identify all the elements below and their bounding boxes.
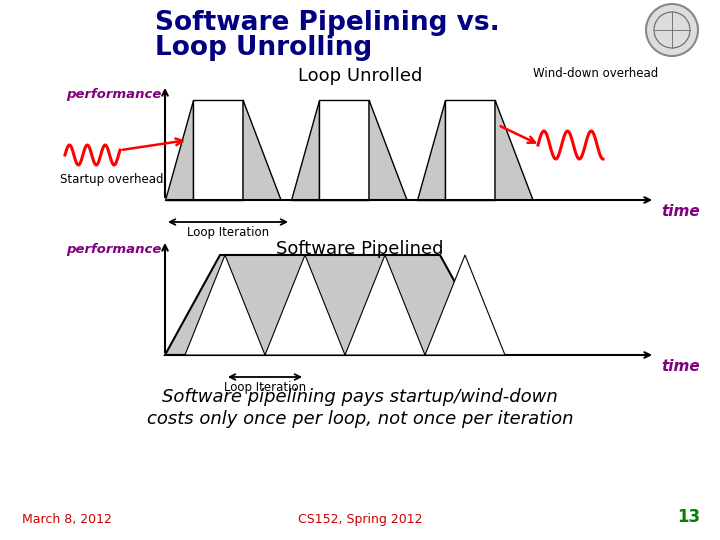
Text: March 8, 2012: March 8, 2012 <box>22 513 112 526</box>
Text: CS152, Spring 2012: CS152, Spring 2012 <box>298 513 422 526</box>
Text: Loop Iteration: Loop Iteration <box>224 381 306 394</box>
Polygon shape <box>243 100 281 200</box>
Text: Loop Iteration: Loop Iteration <box>187 226 269 239</box>
Polygon shape <box>417 100 445 200</box>
Circle shape <box>646 4 698 56</box>
Polygon shape <box>345 255 425 355</box>
Text: Loop Unrolled: Loop Unrolled <box>298 67 422 85</box>
Polygon shape <box>445 100 495 200</box>
Text: performance: performance <box>67 88 162 101</box>
Text: Startup overhead: Startup overhead <box>60 173 163 186</box>
Text: time: time <box>661 359 700 374</box>
Polygon shape <box>165 255 495 355</box>
Text: Software Pipelining vs.: Software Pipelining vs. <box>155 10 500 36</box>
Text: costs only once per loop, not once per iteration: costs only once per loop, not once per i… <box>147 410 573 428</box>
Polygon shape <box>425 255 505 355</box>
Polygon shape <box>193 100 243 200</box>
Text: Wind-down overhead: Wind-down overhead <box>533 67 658 80</box>
Text: Software Pipelined: Software Pipelined <box>276 240 444 258</box>
Text: Loop Unrolling: Loop Unrolling <box>155 35 372 61</box>
Polygon shape <box>495 100 533 200</box>
Polygon shape <box>165 100 193 200</box>
Polygon shape <box>265 255 345 355</box>
Text: performance: performance <box>67 243 162 256</box>
Polygon shape <box>369 100 407 200</box>
Polygon shape <box>319 100 369 200</box>
Text: Software pipelining pays startup/wind-down: Software pipelining pays startup/wind-do… <box>162 388 558 406</box>
Polygon shape <box>291 100 319 200</box>
Text: 13: 13 <box>677 508 700 526</box>
Text: time: time <box>661 204 700 219</box>
Polygon shape <box>185 255 265 355</box>
